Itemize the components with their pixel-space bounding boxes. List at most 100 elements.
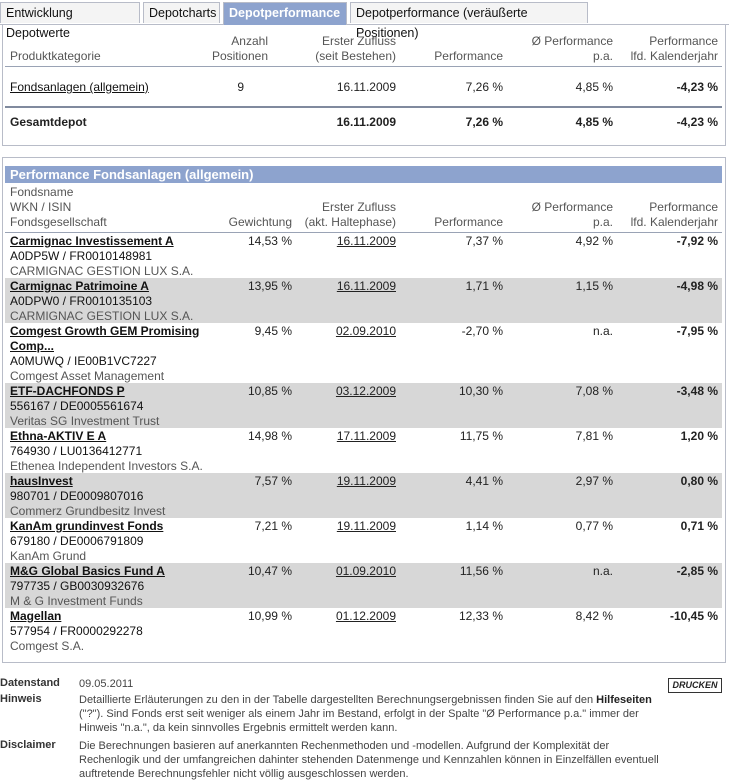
fund-zufluss: 16.11.2009 [336,234,396,248]
header-wkn-isin: WKN / ISIN [10,200,72,214]
fund-company: Comgest S.A. [10,639,85,653]
summary-performance-pa: 4,85 % [575,80,613,94]
fund-zufluss: 17.11.2009 [336,429,396,443]
header-fund-zufluss-line2: (akt. Haltephase) [304,215,396,229]
fund-row: M&G Global Basics Fund A 797735 / GB0030… [5,563,722,608]
datenstand-value: 09.05.2011 [79,678,134,690]
fund-name-link[interactable]: Comgest Growth GEM Promising [10,324,200,338]
tab-depotperformance-veraeusserte[interactable]: Depotperformance (veräußerte Positionen) [350,2,588,40]
header-zufluss-line1: Erster Zufluss [321,34,396,48]
fund-name-link[interactable]: ETF-DACHFONDS P [10,384,125,398]
hinweis-label: Hinweis [0,693,42,705]
fund-performance-pa: n.a. [592,324,613,338]
fund-zufluss: 03.12.2009 [335,384,396,398]
fund-performance-pa: 7,08 % [575,384,613,398]
disclaimer-line1: Die Berechnungen basieren auf anerkannte… [79,740,610,752]
fund-performance: 7,37 % [465,234,503,248]
fund-wkn-isin: A0MUWQ / IE00B1VC7227 [10,354,157,368]
header-fund-zufluss: Erster Zufluss (akt. Haltephase) [290,200,396,230]
summary-total-divider [5,106,722,108]
fund-performance-kj: -3,48 % [676,384,718,398]
tab-depotperformance[interactable]: Depotperformance [223,2,347,25]
header-zufluss-line2: (seit Bestehen) [315,49,396,63]
fund-name-link[interactable]: M&G Global Basics Fund A [10,564,165,578]
fund-name-link-continued[interactable]: Comp... [10,339,54,353]
fund-wkn-isin: 797735 / GB0030932676 [10,579,145,593]
fund-performance-pa: 0,77 % [575,519,613,533]
fund-zufluss: 16.11.2009 [336,279,396,293]
fund-name-link[interactable]: Ethna-AKTIV E A [10,429,107,443]
fund-performance-kj: 0,71 % [680,519,718,533]
fund-wkn-isin: 679180 / DE0006791809 [10,534,144,548]
fund-name-link[interactable]: Carmignac Patrimoine A [10,279,149,293]
hinweis-line3: Hinweis "n.a.", da kein sinnvolles Ergeb… [79,722,398,734]
header-performance: Performance [434,49,503,63]
summary-header-divider [5,66,722,67]
header-erster-zufluss: Erster Zufluss (seit Bestehen) [290,34,396,64]
fund-performance: 11,56 % [459,564,503,578]
fund-row: ETF-DACHFONDS P 556167 / DE0005561674 Ve… [5,383,722,428]
fund-performance: -2,70 % [461,324,503,338]
fund-name-link[interactable]: hausInvest [10,474,73,488]
link-fondsanlagen[interactable]: Fondsanlagen (allgemein) [10,80,149,94]
fund-performance-pa: 1,15 % [575,279,613,293]
fund-performance: 11,75 % [459,429,503,443]
header-fondsgesellschaft: Fondsgesellschaft [10,215,107,229]
fund-row: Comgest Growth GEM Promising Comp... A0M… [5,323,722,383]
fund-gewichtung: 10,47 % [247,564,292,578]
tab-entwicklung-depotwerte[interactable]: Entwicklung Depotwerte [0,2,140,40]
disclaimer-line3: auftretende Berechnungsfehler nicht völl… [79,768,409,780]
fund-gewichtung: 7,21 % [254,519,292,533]
disclaimer-label: Disclaimer [0,739,56,751]
hinweis-text: Detaillierte Erläuterungen zu den in der… [79,693,719,735]
funds-header-divider [5,232,722,233]
total-performance: 7,26 % [465,115,503,129]
hinweis-line1-text: Detaillierte Erläuterungen zu den in der… [79,694,597,706]
fund-performance-pa: 8,42 % [575,609,613,623]
fund-wkn-isin: 556167 / DE0005561674 [10,399,144,413]
total-performance-pa: 4,85 % [575,115,613,129]
disclaimer-text: Die Berechnungen basieren auf anerkannte… [79,739,719,781]
header-gewichtung: Gewichtung [228,215,292,229]
total-label: Gesamtdepot [10,115,87,129]
hinweis-line2: ("?"). Sind Fonds erst seit weniger als … [79,708,639,720]
hilfeseiten-link[interactable]: Hilfeseiten [596,694,652,706]
funds-section-title: Performance Fondsanlagen (allgemein) [5,166,722,183]
fund-name-link[interactable]: KanAm grundinvest Fonds [10,519,164,533]
print-button[interactable]: DRUCKEN [668,678,722,693]
header-produktkategorie: Produktkategorie [10,49,101,63]
header-fund-performance: Performance [434,215,503,229]
fund-gewichtung: 7,57 % [254,474,292,488]
fund-performance-kj: -4,98 % [676,279,718,293]
fund-performance-kj: -2,85 % [676,564,718,578]
fund-zufluss: 19.11.2009 [336,474,396,488]
fund-name-link[interactable]: Carmignac Investissement A [10,234,174,248]
header-anzahl: Anzahl Positionen [190,34,268,64]
fund-gewichtung: 10,85 % [247,384,292,398]
fund-wkn-isin: 764930 / LU0136412771 [10,444,143,458]
fund-performance-pa: 2,97 % [575,474,613,488]
header-fondsname: Fondsname WKN / ISIN Fondsgesellschaft [10,185,107,230]
header-fund-performance-pa: Ø Performance p.a. [510,200,613,230]
fund-company: KanAm Grund [10,549,87,563]
header-fondsname-line1: Fondsname [10,185,74,199]
header-kj-line1: Performance [649,34,718,48]
fund-company: CARMIGNAC GESTION LUX S.A. [10,264,194,278]
fund-wkn-isin: A0DPW0 / FR0010135103 [10,294,153,308]
fund-wkn-isin: 980701 / DE0009807016 [10,489,144,503]
summary-anzahl: 9 [237,80,244,94]
tab-bar: Entwicklung Depotwerte Depotcharts Depot… [0,0,729,40]
fund-name-link[interactable]: Magellan [10,609,62,623]
header-fund-zufluss-line1: Erster Zufluss [321,200,396,214]
total-zufluss: 16.11.2009 [336,115,396,129]
fund-row: Carmignac Investissement A A0DP5W / FR00… [5,233,722,278]
disclaimer-line2: Rechenlogik und der umfangreichen dahint… [79,754,659,766]
fund-row: Ethna-AKTIV E A 764930 / LU0136412771 Et… [5,428,722,473]
fund-zufluss: 02.09.2010 [335,324,396,338]
fund-performance: 12,33 % [458,609,503,623]
tab-depotcharts[interactable]: Depotcharts [143,2,220,23]
summary-performance-kj: -4,23 % [676,80,718,94]
header-fund-performance-kj: Performance lfd. Kalenderjahr [610,200,718,230]
fund-company: CARMIGNAC GESTION LUX S.A. [10,309,194,323]
fund-row: Magellan 577954 / FR0000292278 Comgest S… [5,608,722,653]
